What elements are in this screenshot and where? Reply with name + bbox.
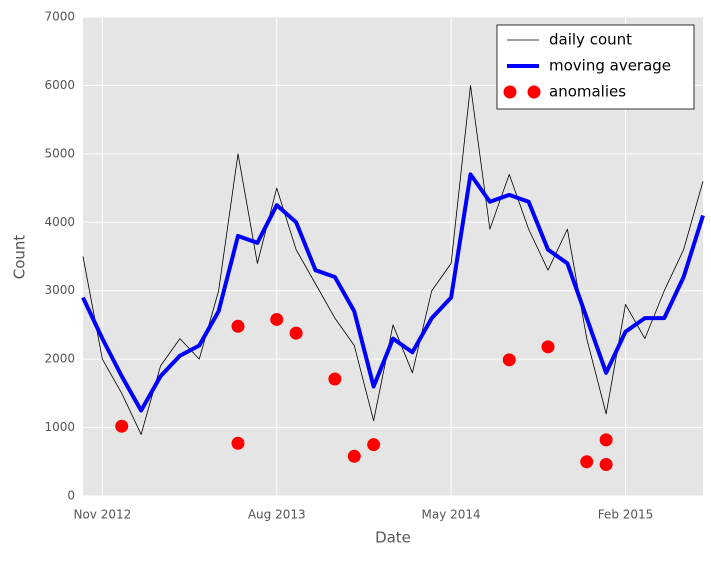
y-tick-label: 5000	[44, 146, 75, 160]
legend-label: moving average	[549, 57, 671, 75]
anomaly-point	[599, 458, 613, 472]
y-tick-label: 4000	[44, 215, 75, 229]
anomaly-point	[541, 340, 555, 354]
y-tick-label: 6000	[44, 78, 75, 92]
y-tick-label: 1000	[44, 420, 75, 434]
line	[82, 85, 704, 435]
x-tick-label: Nov 2012	[73, 508, 131, 522]
x-tick-label: Aug 2013	[248, 508, 306, 522]
line	[81, 172, 705, 413]
anomaly-point	[231, 436, 245, 450]
anomaly-point	[328, 372, 342, 386]
anomaly-point	[115, 419, 129, 433]
x-tick-label: Feb 2015	[598, 508, 654, 522]
y-tick-label: 3000	[44, 283, 75, 297]
anomaly-point	[231, 319, 245, 333]
anomaly-point	[367, 438, 381, 452]
x-tick-label: May 2014	[422, 508, 481, 522]
x-axis-label: Date	[375, 529, 411, 547]
anomaly-point	[289, 326, 303, 340]
y-tick-label: 7000	[44, 10, 75, 24]
y-tick-label: 2000	[44, 352, 75, 366]
anomaly-point	[502, 353, 516, 367]
legend-label: daily count	[549, 31, 632, 49]
legend-marker	[527, 85, 541, 99]
anomaly-point	[270, 312, 284, 326]
legend-label: anomalies	[549, 83, 626, 101]
anomaly-point	[347, 449, 361, 463]
y-tick-label: 0	[67, 489, 75, 503]
anomaly-point	[599, 433, 613, 447]
anomaly-point	[580, 455, 594, 469]
legend-marker	[503, 85, 517, 99]
y-axis-label: Count	[11, 235, 29, 280]
